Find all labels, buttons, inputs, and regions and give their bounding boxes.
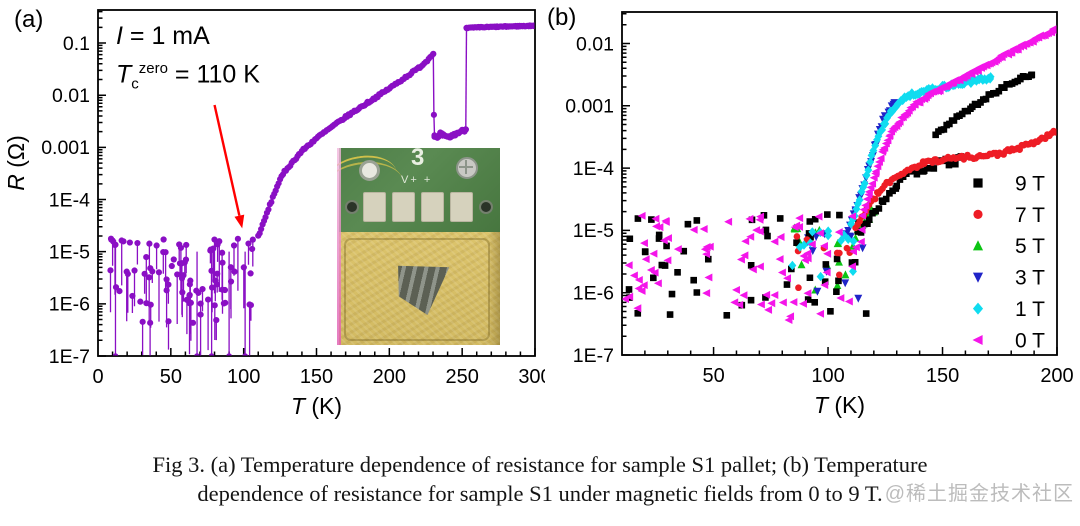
svg-text:50: 50 [702,365,724,387]
gold-platform [339,232,500,345]
svg-text:1 T: 1 T [1015,298,1045,321]
tc-subscript: c [131,75,139,93]
pcb-region: 3 V+ + [337,148,500,232]
solder-pad [450,192,473,222]
tc-superscript: zero [138,60,168,77]
current-annotation: I = 1 mA [116,22,210,51]
via-hole [479,200,493,214]
figure-canvas: 0 50 100 150 200 250 300 0.1 0.01 0.001 1E-4 1E-5 1E… [3,4,1074,419]
svg-text:5 T: 5 T [1015,235,1045,258]
panel-b-label: (b) [547,4,577,31]
svg-text:0 T: 0 T [1015,329,1045,352]
svg-text:1E-4: 1E-4 [573,158,614,180]
board-number-label: 3 [411,148,425,171]
svg-text:200: 200 [1040,365,1073,387]
svg-text:50: 50 [160,366,182,388]
svg-text:150: 150 [300,366,333,388]
solder-pad [421,192,444,222]
svg-text:100: 100 [227,366,260,388]
svg-text:R (Ω): R (Ω) [3,135,29,191]
svg-text:150: 150 [926,365,959,387]
svg-text:1E-6: 1E-6 [49,294,90,316]
svg-text:0.001: 0.001 [565,96,614,118]
svg-text:0.01: 0.01 [576,33,614,55]
svg-text:7 T: 7 T [1015,204,1045,227]
svg-text:T (K): T (K) [814,392,865,418]
svg-text:0.001: 0.001 [41,137,90,159]
tc-annotation: Tczero = 110 K [116,60,260,92]
tc-symbol: T [116,60,132,89]
panel-a-chart: 0 50 100 150 200 250 300 0.1 0.01 0.001 1E-4 1E-5 1E… [3,9,545,419]
panel-b-chart: 50 100 150 200 0.01 0.001 1E-4 1E-5 1E-6 1E-7 T (K… [565,11,1074,418]
pcb-hole [359,160,380,181]
gold-edge-shade [488,232,500,345]
svg-text:3 T: 3 T [1015,267,1045,290]
svg-text:1E-4: 1E-4 [49,189,90,211]
svg-text:200: 200 [373,366,406,388]
svg-text:1E-7: 1E-7 [573,345,614,367]
svg-text:250: 250 [445,366,478,388]
svg-text:9 T: 9 T [1015,172,1045,195]
svg-text:0: 0 [92,366,103,388]
via-hole [345,200,359,214]
svg-text:1E-6: 1E-6 [573,283,614,305]
screw-icon [456,157,478,179]
tc-value: = 110 K [167,60,260,89]
svg-text:0.01: 0.01 [52,85,90,107]
figure-caption: Fig 3. (a) Temperature dependence of res… [0,450,1080,508]
svg-text:100: 100 [811,365,844,387]
caption-line-2: dependence of resistance for sample S1 u… [197,481,883,506]
photo-edge-artifact [337,148,341,345]
caption-line-1: Fig 3. (a) Temperature dependence of res… [152,452,928,477]
svg-text:1E-5: 1E-5 [49,242,90,264]
gold-plate-outline [344,238,490,341]
watermark: @稀土掘金技术社区 [884,483,1074,505]
solder-pad [363,192,386,222]
current-value: = 1 mA [122,22,210,50]
solder-pad [392,192,415,222]
panel-a-label: (a) [14,6,44,33]
svg-text:1E-7: 1E-7 [49,346,90,368]
pad-marking-label: V+ + [401,174,433,186]
sample-photo-inset: 3 V+ + [337,148,500,345]
svg-text:300: 300 [518,366,545,388]
svg-text:T (K): T (K) [291,393,342,419]
current-symbol: I [116,22,123,50]
svg-text:1E-5: 1E-5 [573,220,614,242]
svg-text:0.1: 0.1 [63,33,90,55]
